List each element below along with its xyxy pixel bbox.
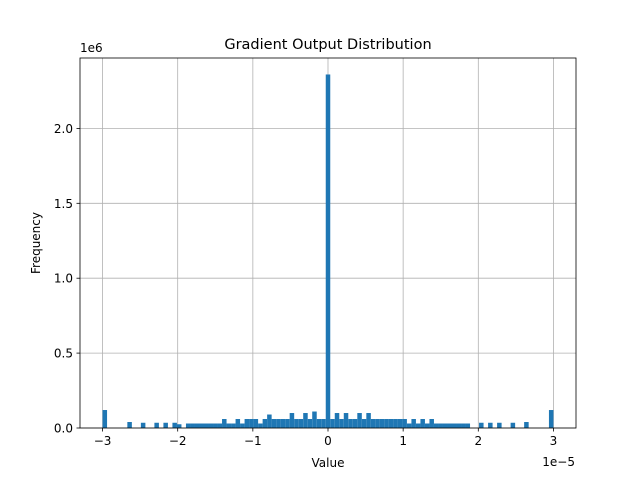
histogram-bar bbox=[456, 423, 462, 428]
histogram-bar bbox=[361, 419, 367, 428]
histogram-bar bbox=[343, 413, 349, 428]
x-tick-label: −3 bbox=[94, 434, 112, 448]
histogram-bar bbox=[447, 423, 452, 428]
histogram-bar bbox=[424, 423, 430, 428]
x-axis-offset-label: 1e−5 bbox=[542, 455, 575, 469]
histogram-bar bbox=[289, 413, 295, 428]
histogram-bar bbox=[393, 419, 398, 428]
histogram-bar bbox=[461, 423, 466, 428]
y-tick-label: 0.0 bbox=[54, 422, 73, 436]
x-tick-label: 3 bbox=[550, 434, 558, 448]
y-tick-label: 1.5 bbox=[54, 197, 73, 211]
histogram-bar bbox=[388, 419, 394, 428]
histogram-bar bbox=[204, 423, 209, 428]
histogram-bar bbox=[312, 411, 317, 428]
histogram-bar bbox=[442, 423, 448, 428]
histogram-bar bbox=[497, 422, 502, 428]
chart-title: Gradient Output Distribution bbox=[224, 37, 431, 53]
histogram-bar bbox=[438, 423, 443, 428]
histogram-bar bbox=[348, 419, 353, 428]
histogram-bar bbox=[420, 419, 425, 428]
histogram-bar bbox=[415, 423, 421, 428]
histogram-bar bbox=[366, 413, 371, 428]
histogram-bar bbox=[402, 419, 407, 428]
histogram-bar bbox=[276, 419, 281, 428]
histogram-bar bbox=[249, 419, 254, 428]
histogram-bar bbox=[479, 422, 484, 428]
x-axis-label: Value bbox=[312, 456, 345, 470]
histogram-bar bbox=[303, 413, 308, 428]
histogram-bar bbox=[262, 419, 268, 428]
histogram-bar bbox=[339, 419, 344, 428]
histogram-bar bbox=[253, 419, 259, 428]
histogram-bar bbox=[102, 410, 108, 428]
histogram-bar bbox=[411, 419, 416, 428]
histogram-bar bbox=[213, 423, 218, 428]
histogram-bar bbox=[127, 422, 132, 428]
histogram-bar bbox=[231, 423, 236, 428]
histogram-bar bbox=[548, 410, 554, 428]
histogram-bar bbox=[370, 419, 376, 428]
histogram-bar bbox=[321, 419, 326, 428]
histogram-bar bbox=[397, 419, 403, 428]
y-tick-label: 2.0 bbox=[54, 122, 73, 136]
histogram-bar bbox=[488, 422, 493, 428]
histogram-bar bbox=[244, 419, 250, 428]
histogram-bar bbox=[298, 419, 304, 428]
histogram-bar bbox=[267, 414, 272, 428]
x-tick-label: 0 bbox=[324, 434, 332, 448]
histogram-bar bbox=[271, 419, 277, 428]
histogram-bar bbox=[452, 423, 457, 428]
histogram-bar bbox=[280, 419, 286, 428]
y-tick-label: 1.0 bbox=[54, 272, 73, 286]
bars-layer bbox=[102, 74, 554, 429]
x-tick-label: 2 bbox=[474, 434, 482, 448]
histogram-bar bbox=[140, 422, 146, 428]
x-tick-label: −1 bbox=[244, 434, 262, 448]
histogram-bar bbox=[294, 419, 299, 428]
histogram-bar bbox=[240, 423, 245, 428]
y-tick-label: 0.5 bbox=[54, 347, 73, 361]
histogram-bar bbox=[185, 423, 191, 428]
histogram-bar bbox=[379, 419, 385, 428]
histogram-bar bbox=[352, 419, 358, 428]
histogram-bar bbox=[163, 422, 168, 428]
histogram-bar bbox=[524, 422, 529, 428]
histogram-bar bbox=[217, 423, 223, 428]
histogram-bar bbox=[330, 419, 335, 428]
histogram-bar bbox=[325, 74, 331, 429]
y-axis-offset-label: 1e6 bbox=[80, 41, 103, 55]
histogram-bar bbox=[375, 419, 380, 428]
histogram-bar bbox=[384, 419, 389, 428]
histogram-bar bbox=[226, 423, 232, 428]
histogram-bar bbox=[406, 423, 412, 428]
histogram-bar bbox=[235, 419, 241, 428]
histogram-bar bbox=[176, 424, 182, 428]
histogram-bar bbox=[222, 419, 227, 428]
histogram-bar bbox=[199, 423, 204, 428]
histogram-bar bbox=[334, 413, 340, 428]
histogram-bar bbox=[172, 422, 177, 428]
histogram-bar bbox=[465, 423, 471, 428]
histogram-bar bbox=[194, 423, 200, 428]
histogram-bar bbox=[190, 423, 195, 428]
histogram-bar bbox=[285, 419, 290, 428]
ticks-layer: −3 −2 −1 0 1 2 3 0.0 0.5 1.0 1.5 2.0 bbox=[54, 122, 557, 448]
y-axis-label: Frequency bbox=[29, 212, 43, 274]
x-tick-label: −2 bbox=[169, 434, 187, 448]
histogram-bar bbox=[208, 423, 214, 428]
histogram-bar bbox=[307, 419, 313, 428]
histogram-bar bbox=[433, 423, 439, 428]
histogram-bar bbox=[258, 423, 263, 428]
histogram-bar bbox=[510, 422, 516, 428]
histogram-bar bbox=[154, 422, 159, 428]
histogram-bar bbox=[357, 413, 362, 428]
histogram-bar bbox=[429, 419, 434, 428]
histogram-bar bbox=[316, 419, 322, 428]
x-tick-label: 1 bbox=[399, 434, 407, 448]
